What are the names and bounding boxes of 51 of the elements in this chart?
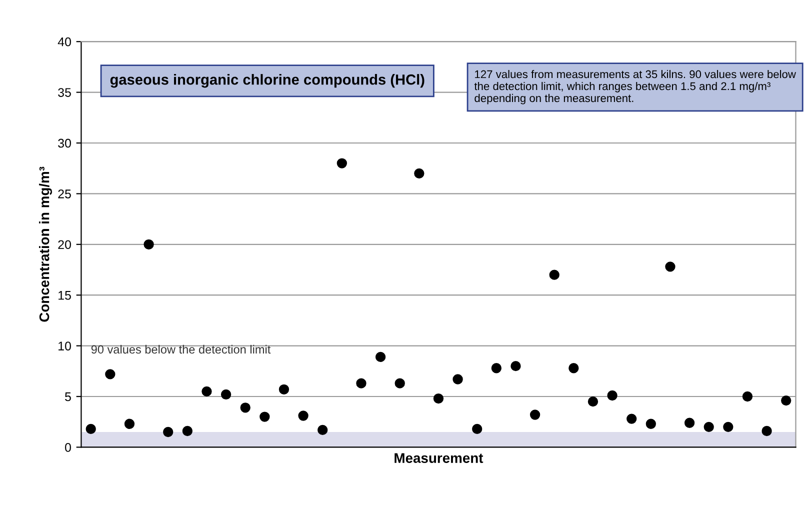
point bbox=[452, 374, 463, 384]
y-tick-label: 40 bbox=[58, 37, 71, 46]
point bbox=[298, 410, 308, 421]
point bbox=[665, 262, 676, 272]
point bbox=[124, 418, 135, 429]
point bbox=[530, 410, 540, 420]
y-tick-label: 15 bbox=[58, 291, 71, 300]
point bbox=[163, 426, 174, 438]
y-tick-label: 10 bbox=[58, 342, 71, 350]
point bbox=[742, 391, 753, 402]
point bbox=[626, 414, 637, 424]
point bbox=[646, 418, 656, 429]
point bbox=[318, 424, 328, 436]
y-tick-label: 25 bbox=[58, 190, 71, 198]
point bbox=[568, 363, 579, 374]
point bbox=[607, 390, 618, 401]
text: gaseous inorganic chlorine compounds (HCl) bbox=[110, 74, 424, 88]
point bbox=[220, 389, 232, 400]
point bbox=[781, 395, 792, 406]
point bbox=[433, 393, 444, 404]
point bbox=[588, 396, 598, 407]
point bbox=[260, 412, 270, 422]
point bbox=[144, 239, 154, 250]
point bbox=[510, 360, 521, 372]
point bbox=[86, 424, 96, 434]
point bbox=[684, 418, 695, 428]
y-tick-label: 30 bbox=[58, 138, 71, 148]
point bbox=[240, 402, 250, 413]
y-tick-label: 0 bbox=[65, 443, 71, 452]
point bbox=[704, 422, 714, 432]
point bbox=[356, 378, 366, 388]
point bbox=[394, 378, 405, 388]
annotation: 90 values below the detection limit bbox=[91, 344, 271, 354]
y-tick-label: 20 bbox=[58, 240, 71, 250]
point bbox=[105, 369, 116, 380]
point bbox=[414, 168, 424, 179]
point bbox=[375, 352, 386, 362]
point bbox=[336, 158, 348, 168]
x-axis-title: Measurement bbox=[394, 453, 484, 463]
point bbox=[491, 363, 502, 374]
point bbox=[278, 384, 290, 394]
point bbox=[182, 426, 193, 436]
point bbox=[723, 422, 734, 432]
point bbox=[202, 386, 212, 397]
y-axis-title: Concentration in mg/m³ bbox=[39, 166, 52, 322]
y-tick-label: 35 bbox=[58, 88, 71, 97]
point bbox=[549, 270, 560, 280]
annotation: 127 values from measurements at 35 kilns. 90 values were below the detection limit, which ranges between 1.5 and 2.1 mg/m³ depending on the measurement. bbox=[474, 70, 796, 104]
point bbox=[472, 424, 482, 434]
point bbox=[762, 426, 772, 436]
y-tick-label: 5 bbox=[65, 392, 71, 402]
